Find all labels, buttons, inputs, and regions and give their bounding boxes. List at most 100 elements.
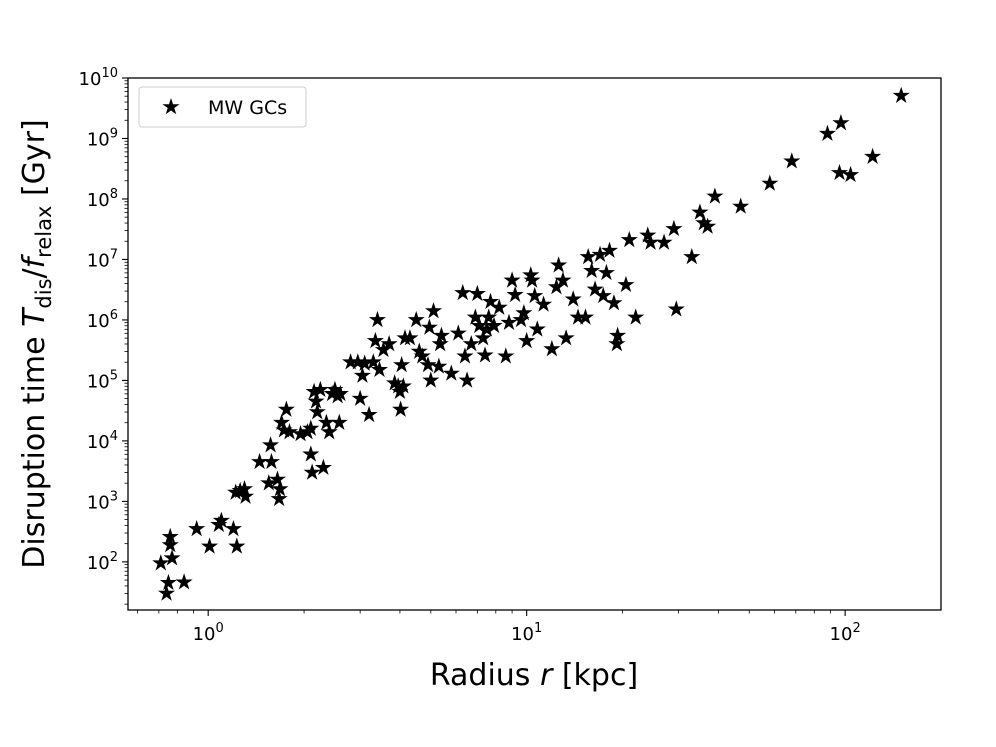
data-point: [161, 536, 179, 553]
data-point: [490, 298, 508, 315]
data-point: [627, 308, 645, 325]
data-point: [732, 197, 750, 214]
y-tick-label: 102: [87, 550, 118, 574]
data-point: [543, 340, 561, 357]
data-point: [569, 308, 587, 325]
data-point: [380, 335, 398, 352]
data-point: [364, 353, 382, 370]
data-point: [413, 347, 431, 364]
y-tick-label: 105: [87, 368, 118, 392]
x-tick-label: 102: [830, 621, 861, 645]
data-point: [526, 286, 544, 304]
data-point: [330, 413, 348, 430]
legend-star-icon: [162, 98, 180, 115]
data-point: [393, 355, 411, 373]
data-point: [273, 413, 291, 430]
data-point: [262, 436, 280, 453]
data-point: [271, 480, 289, 497]
y-tick-label: 106: [87, 308, 118, 332]
data-point: [576, 308, 595, 325]
data-point: [474, 329, 492, 346]
data-point: [305, 382, 323, 400]
legend-star-icon-shape: [162, 98, 180, 115]
data-point: [392, 400, 410, 417]
data-point: [523, 271, 541, 288]
y-major-ticks: 102 103 104 105 106 107 108 109 1010: [79, 66, 128, 574]
data-point: [608, 335, 626, 352]
data-point: [424, 302, 443, 319]
data-point: [864, 147, 882, 164]
data-point: [431, 335, 449, 352]
data-point: [175, 573, 193, 590]
data-point: [579, 247, 597, 265]
data-point: [157, 584, 176, 601]
data-point: [303, 463, 321, 480]
data-point: [159, 573, 177, 591]
data-point: [268, 470, 287, 487]
data-point: [152, 554, 170, 571]
data-point: [481, 292, 500, 310]
data-point: [231, 481, 249, 499]
data-point: [597, 263, 615, 281]
data-point: [314, 458, 332, 476]
data-point: [480, 308, 498, 325]
data-point: [600, 241, 619, 258]
data-point: [470, 316, 488, 334]
data-point: [360, 405, 378, 423]
data-point: [667, 300, 685, 317]
data-point: [503, 271, 521, 288]
data-point: [500, 313, 518, 330]
data-point: [430, 357, 448, 374]
plot-frame: [127, 77, 942, 611]
data-point: [410, 342, 428, 359]
data-point: [331, 384, 349, 402]
data-point: [783, 152, 801, 169]
data-point: [251, 452, 269, 470]
data-point: [497, 347, 515, 364]
data-point: [557, 329, 575, 346]
data-point: [386, 374, 404, 391]
data-point: [432, 326, 450, 343]
data-point: [368, 310, 387, 328]
data-point: [547, 278, 565, 295]
data-point: [466, 308, 484, 325]
y-tick-label: 107: [87, 247, 118, 271]
data-point: [311, 380, 329, 398]
data-point: [518, 331, 536, 349]
data-point: [583, 261, 601, 279]
data-point: [236, 487, 255, 504]
data-point: [699, 217, 717, 234]
x-axis-label: Radius r [kpc]: [430, 658, 638, 693]
data-point: [163, 549, 181, 566]
data-point: [620, 230, 638, 248]
data-point: [512, 310, 530, 328]
x-major-ticks: 100 101 102: [193, 610, 861, 645]
data-point: [591, 245, 609, 262]
legend-label: MW GCs: [208, 97, 287, 119]
data-point: [419, 355, 437, 373]
data-point: [308, 403, 326, 420]
data-point: [617, 275, 635, 293]
data-point: [454, 283, 472, 301]
data-point: [224, 519, 242, 537]
data-point: [554, 271, 572, 288]
y-tick-label: 109: [87, 126, 118, 150]
data-point: [639, 226, 657, 243]
data-point: [374, 340, 392, 358]
legend: MW GCs: [138, 86, 307, 128]
data-points: [152, 86, 910, 601]
y-axis-label: Disruption time Tdis/frelax [Gyr]: [17, 119, 56, 568]
data-point: [478, 320, 496, 337]
data-point: [655, 233, 673, 250]
data-point: [292, 425, 310, 442]
data-point: [401, 329, 419, 346]
data-point: [594, 286, 612, 304]
data-point: [665, 219, 683, 237]
data-point: [442, 364, 460, 381]
data-point: [260, 474, 278, 491]
data-point: [320, 423, 338, 440]
data-point: [420, 318, 438, 335]
data-point: [522, 266, 540, 283]
data-point: [302, 419, 320, 436]
y-tick-label: 108: [87, 187, 118, 211]
